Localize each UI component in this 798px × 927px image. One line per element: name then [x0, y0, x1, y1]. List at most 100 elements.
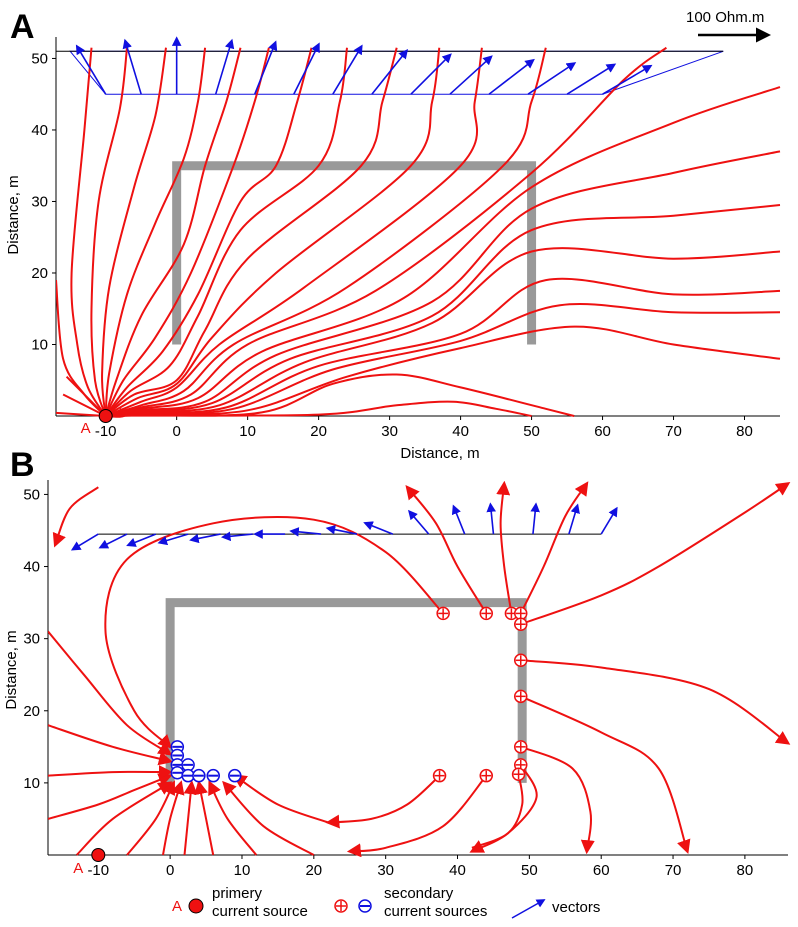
legend-source-label: A	[172, 898, 182, 915]
minus-source-7	[206, 768, 220, 783]
vector-3	[157, 533, 189, 546]
current-line-14	[48, 765, 173, 780]
current-line-24	[56, 411, 106, 417]
current-line-11	[105, 47, 483, 417]
plus-source-5	[513, 653, 528, 668]
current-line-23	[208, 780, 258, 856]
x-tick-label-3: 20	[305, 862, 322, 879]
x-tick-label-2: 10	[234, 862, 251, 879]
current-line-2	[405, 485, 488, 614]
building-outline	[165, 598, 527, 783]
primary-source	[98, 409, 113, 423]
vector-4	[254, 40, 278, 95]
current-line-21	[183, 780, 198, 856]
current-line-15	[48, 724, 173, 766]
x-tick-label-4: 30	[381, 423, 398, 440]
vector-12	[566, 63, 617, 95]
vector-9	[449, 55, 493, 95]
minus-source-6	[192, 768, 206, 783]
vector-13	[530, 502, 540, 535]
current-line-12	[232, 774, 329, 824]
panel-a-ylabel: Distance, m	[5, 175, 22, 254]
vector-2	[126, 533, 157, 547]
x-tick-label-9: 80	[737, 862, 754, 879]
vector-7	[371, 48, 409, 95]
current-line-4	[520, 482, 791, 626]
panel-b-ylabel: Distance, m	[3, 630, 20, 709]
x-tick-label-2: 10	[239, 423, 256, 440]
current-line-19	[126, 780, 175, 856]
legend-primary-line2: current source	[212, 903, 308, 920]
vector-10	[488, 58, 535, 95]
plus-source-6	[513, 689, 528, 704]
vector-15	[600, 506, 618, 535]
x-tick-label-1: 0	[166, 862, 174, 879]
vector-11	[527, 62, 577, 95]
x-tick-label-0: -10	[87, 862, 109, 879]
y-tick-label-2: 30	[23, 631, 40, 648]
plus-source-0	[436, 606, 450, 621]
vector-1	[122, 38, 142, 95]
panel-a-scale-bar: 100 Ohm.m	[686, 9, 771, 43]
legend-primary-source-marker	[188, 898, 204, 914]
current-line-19	[105, 302, 781, 417]
current-line-1	[70, 47, 107, 417]
current-line-1	[496, 480, 513, 614]
vector-5	[293, 42, 320, 95]
plus-source-7	[513, 740, 528, 754]
current-line-8	[104, 47, 348, 417]
panel-a: A 100 Ohm.m -10 0 10 20 30 40 50 60 70 80 10 20 30 40…	[5, 8, 781, 462]
current-line-17	[105, 247, 781, 417]
y-tick-label-1: 20	[31, 265, 48, 282]
legend-secondary-line2: current sources	[384, 903, 487, 920]
legend-vector-arrow	[511, 899, 546, 919]
current-line-16	[105, 204, 781, 417]
current-line-8	[469, 764, 538, 853]
current-line-13	[105, 46, 668, 417]
current-line-3	[104, 515, 444, 749]
minus-source-3	[170, 766, 185, 780]
legend-plus-marker	[334, 899, 348, 913]
primary-source	[91, 848, 106, 862]
current-lines	[56, 46, 781, 418]
panel-b-label: B	[10, 446, 35, 484]
current-line-5	[104, 47, 242, 417]
current-line-17	[52, 486, 99, 548]
legend: A primery current source secondary curre…	[172, 885, 600, 920]
panel-a-xlabel: Distance, m	[400, 445, 479, 462]
current-line-3	[101, 47, 167, 417]
vector-12	[486, 502, 496, 535]
current-line-9	[105, 47, 398, 417]
current-line-24	[222, 780, 315, 856]
current-line-7	[520, 745, 595, 855]
y-tick-label-3: 40	[31, 122, 48, 139]
current-line-5	[520, 659, 791, 745]
y-tick-label-4: 50	[31, 50, 48, 67]
x-tick-label-5: 40	[449, 862, 466, 879]
current-line-11	[325, 774, 441, 829]
x-tick-label-6: 50	[521, 862, 538, 879]
current-line-4	[104, 47, 207, 417]
panel-a-label: A	[10, 8, 35, 46]
panel-b-plot: -10 0 10 20 30 40 50 60 70 80 10 20 30 40 50 A	[23, 480, 791, 879]
x-tick-label-5: 40	[452, 423, 469, 440]
current-line-18	[75, 781, 173, 856]
building-outline	[172, 161, 537, 345]
current-line-7	[104, 47, 313, 417]
vector-4	[189, 533, 221, 544]
vector-0	[75, 44, 107, 95]
plus-source-10	[479, 768, 494, 783]
y-tick-label-3: 40	[23, 559, 40, 576]
current-line-10	[105, 47, 441, 417]
vector-3	[214, 38, 235, 95]
x-tick-label-6: 50	[523, 423, 540, 440]
plus-source-1	[479, 606, 494, 621]
y-tick-label-0: 10	[31, 336, 48, 353]
panel-b: B -10 0 10 20 30 40 50 60 70 80 10 20 30 40 50 A Distan…	[3, 446, 791, 879]
current-line-12	[105, 47, 547, 417]
profile-line	[69, 50, 724, 95]
source-label: A	[73, 860, 83, 877]
vector-8	[410, 53, 452, 95]
vector-13	[602, 64, 653, 95]
x-tick-label-1: 0	[172, 423, 180, 440]
